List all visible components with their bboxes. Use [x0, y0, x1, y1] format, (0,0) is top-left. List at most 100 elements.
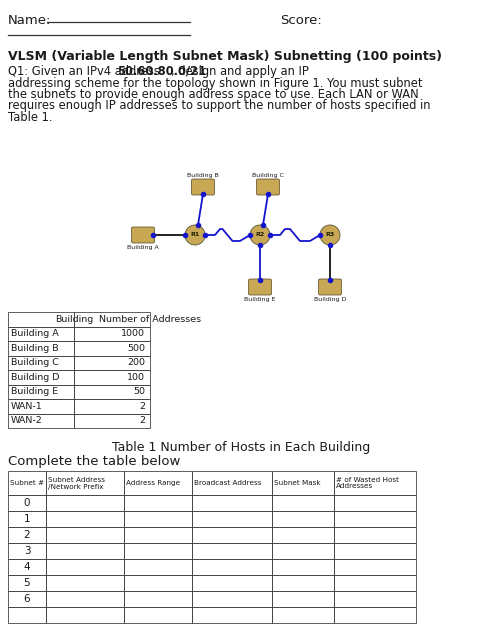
Text: 0: 0	[24, 498, 30, 508]
Bar	[272, 471, 334, 495]
Text: 2: 2	[24, 530, 30, 540]
Bar	[46, 511, 124, 527]
Text: Number of Addresses: Number of Addresses	[99, 315, 201, 324]
Text: Subnet Mask: Subnet Mask	[274, 480, 321, 486]
Bar	[8, 413, 74, 428]
Bar	[8, 312, 74, 326]
Text: WAN-1: WAN-1	[11, 402, 43, 411]
Text: Building: Building	[55, 315, 93, 324]
Text: Building D: Building D	[11, 373, 59, 382]
Bar	[74, 312, 150, 326]
FancyBboxPatch shape	[191, 179, 214, 195]
Bar	[124, 575, 192, 591]
Text: 4: 4	[24, 562, 30, 572]
Bar	[46, 559, 124, 575]
Bar	[124, 607, 192, 623]
Bar	[334, 527, 416, 543]
Text: the subnets to provide enough address space to use. Each LAN or WAN: the subnets to provide enough address sp…	[8, 88, 419, 101]
Bar	[334, 591, 416, 607]
Text: R2: R2	[255, 233, 265, 237]
Bar	[8, 511, 46, 527]
Bar	[124, 559, 192, 575]
Bar	[8, 575, 46, 591]
Bar	[46, 543, 124, 559]
Bar	[334, 471, 416, 495]
Bar	[192, 575, 272, 591]
Bar	[74, 399, 150, 413]
Bar	[192, 471, 272, 495]
Bar	[124, 511, 192, 527]
Bar	[8, 559, 46, 575]
Bar	[192, 559, 272, 575]
FancyBboxPatch shape	[249, 279, 271, 295]
Bar	[46, 471, 124, 495]
Bar	[192, 543, 272, 559]
Text: # of Wasted Host
Addresses: # of Wasted Host Addresses	[336, 476, 399, 490]
Text: Building C: Building C	[11, 358, 59, 367]
Bar	[74, 326, 150, 341]
Text: Building B: Building B	[11, 343, 59, 353]
Text: R1: R1	[190, 233, 200, 237]
Bar	[46, 527, 124, 543]
Bar	[124, 495, 192, 511]
Bar	[8, 471, 46, 495]
Bar	[272, 559, 334, 575]
Text: VLSM (Variable Length Subnet Mask) Subnetting (100 points): VLSM (Variable Length Subnet Mask) Subne…	[8, 50, 442, 63]
Text: 200: 200	[127, 358, 145, 367]
Bar	[334, 607, 416, 623]
Text: Building E: Building E	[11, 387, 58, 396]
Bar	[124, 527, 192, 543]
Bar	[8, 370, 74, 385]
Text: Score:: Score:	[280, 14, 322, 27]
Bar	[272, 543, 334, 559]
Bar	[8, 607, 46, 623]
Bar	[8, 527, 46, 543]
Bar	[46, 575, 124, 591]
Bar	[46, 495, 124, 511]
Text: Broadcast Address: Broadcast Address	[194, 480, 262, 486]
Bar	[334, 543, 416, 559]
Bar	[334, 575, 416, 591]
Text: Complete the table below: Complete the table below	[8, 455, 180, 468]
Bar	[272, 511, 334, 527]
Text: 3: 3	[24, 546, 30, 556]
Text: Name:: Name:	[8, 14, 52, 27]
Bar	[334, 495, 416, 511]
Text: R3: R3	[325, 233, 335, 237]
Text: 1000: 1000	[121, 329, 145, 338]
Bar	[74, 385, 150, 399]
Bar	[192, 511, 272, 527]
Text: 500: 500	[127, 343, 145, 353]
Bar	[272, 607, 334, 623]
Text: 2: 2	[139, 416, 145, 425]
Text: addressing scheme for the topology shown in Figure 1. You must subnet: addressing scheme for the topology shown…	[8, 76, 423, 90]
Bar	[272, 527, 334, 543]
Text: 1: 1	[24, 514, 30, 524]
Bar	[192, 607, 272, 623]
Text: 100: 100	[127, 373, 145, 382]
Bar	[74, 341, 150, 356]
Text: Building B: Building B	[187, 172, 219, 177]
Bar	[124, 543, 192, 559]
Bar	[74, 356, 150, 370]
Bar	[192, 495, 272, 511]
Text: 5: 5	[24, 578, 30, 588]
Bar	[272, 575, 334, 591]
Bar	[272, 591, 334, 607]
Bar	[46, 607, 124, 623]
Circle shape	[185, 225, 205, 245]
Text: Building E: Building E	[244, 296, 276, 301]
FancyBboxPatch shape	[319, 279, 342, 295]
Bar	[124, 591, 192, 607]
Text: Building A: Building A	[127, 244, 159, 249]
Bar	[74, 370, 150, 385]
Text: Building D: Building D	[314, 296, 346, 301]
Text: Building A: Building A	[11, 329, 59, 338]
Bar	[192, 527, 272, 543]
Bar	[8, 341, 74, 356]
Bar	[8, 385, 74, 399]
Text: Address Range: Address Range	[126, 480, 180, 486]
Circle shape	[250, 225, 270, 245]
Bar	[124, 471, 192, 495]
Bar	[8, 591, 46, 607]
